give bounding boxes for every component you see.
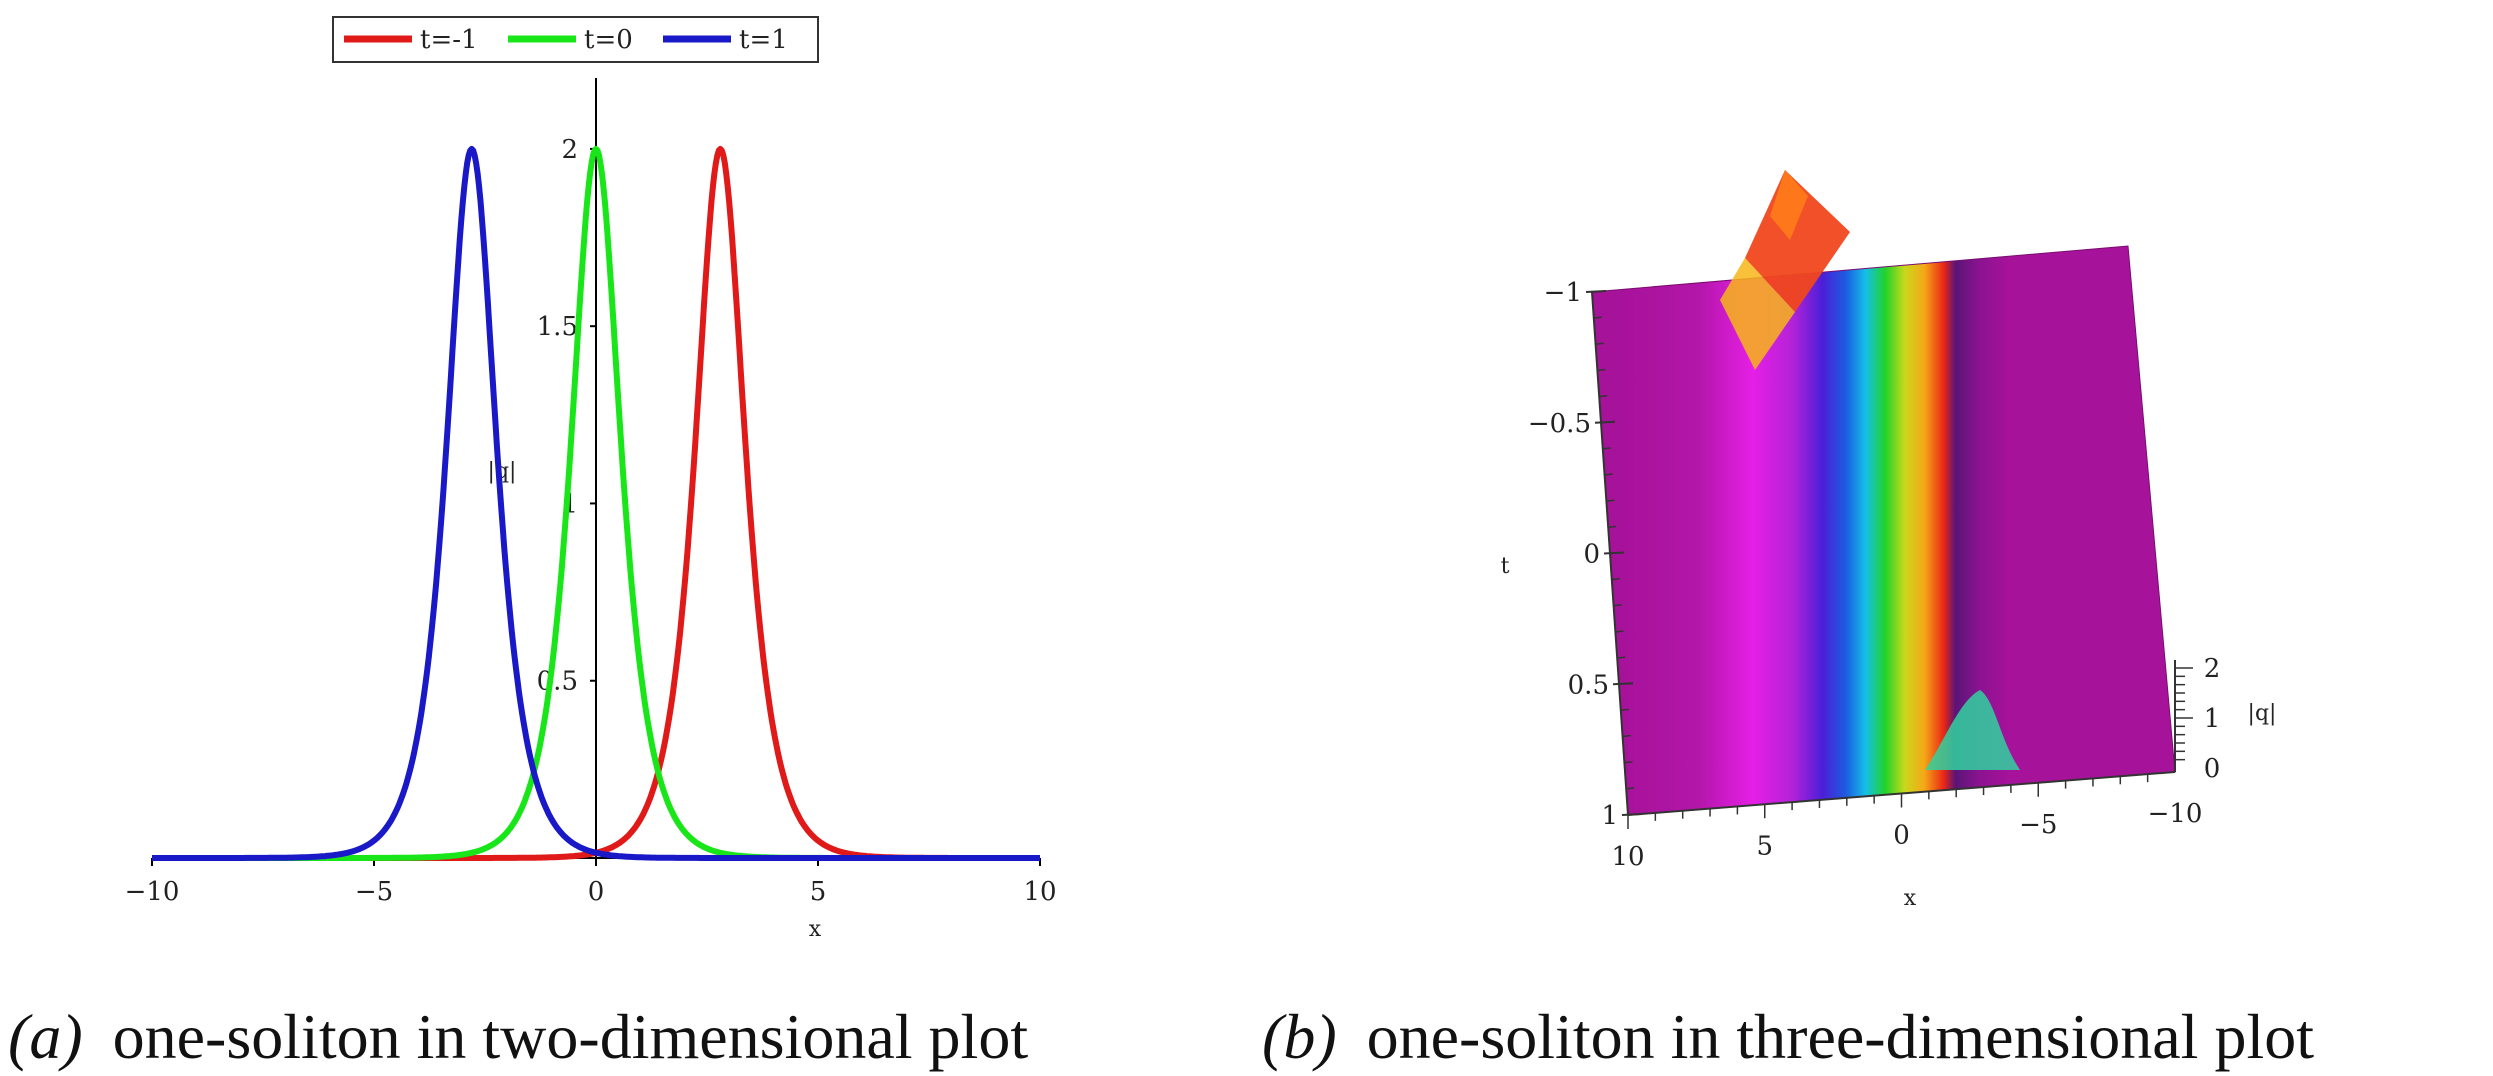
z-tick-label: 2: [2204, 654, 2221, 684]
caption-b-label: (b): [1262, 1001, 1337, 1072]
x3d-tick-label: −10: [2148, 799, 2203, 829]
z-tick-label: 0: [2204, 754, 2221, 784]
t-tick-label: −1: [1544, 278, 1582, 308]
series-group: [150, 145, 1042, 861]
legend-box: [332, 16, 819, 63]
x3d-tick-label: 5: [1756, 831, 1773, 861]
legend-label-t-0: t=0: [584, 25, 633, 55]
series-line-t-1: [150, 145, 1042, 861]
t-tick-label: 1: [1601, 801, 1618, 831]
x-tick-label: −5: [355, 877, 393, 907]
t-minor-tick: [1617, 656, 1626, 659]
t-tick-label: −0.5: [1528, 409, 1591, 439]
z-tick-label: 1: [2204, 704, 2221, 734]
t-minor-tick: [1606, 499, 1615, 502]
y-tick-label: 1.5: [537, 312, 578, 342]
x3d-tick-label: 0: [1893, 821, 1910, 851]
t-tick-mark: [1603, 551, 1625, 555]
t-tick-group: −1 −0.5 0 0.5 1: [1528, 278, 1643, 831]
y-tick-label: 2: [561, 135, 578, 165]
soliton-ridge-shoulder: [1720, 258, 1795, 370]
caption-a-text: one-soliton in two-dimensional plot: [113, 1001, 1029, 1072]
t-minor-tick: [1626, 787, 1635, 790]
caption-a-label: (a): [8, 1001, 83, 1072]
t-tick-label: 0: [1583, 540, 1600, 570]
t-tick-mark: [1621, 813, 1643, 816]
legend-label-t-1: t=1: [739, 25, 788, 55]
t-minor-tick: [1604, 473, 1613, 476]
t-axis-label: t: [1501, 554, 1510, 579]
surface-plane: [1591, 245, 2176, 816]
soliton-ridge-crest: [1745, 170, 1850, 312]
x-axis-label: x: [809, 917, 822, 942]
line-chart-panel: −10 −5 0 5 10 0.511.52 x |q| t=-1 t=0 t=1 (a…: [8, 16, 1057, 1072]
t-minor-tick: [1620, 708, 1629, 712]
legend: t=-1 t=0 t=1: [332, 16, 819, 63]
z-tick-group: 2 1 0: [2175, 654, 2220, 784]
t-minor-tick: [1624, 760, 1633, 764]
x-tick-label: 0: [588, 877, 605, 907]
x3d-axis-label: x: [1904, 886, 1917, 911]
t-tick-mark: [1585, 290, 1607, 293]
t-minor-tick: [1608, 525, 1617, 529]
t-minor-tick: [1611, 577, 1620, 581]
caption-b-text: one-soliton in three-dimensional plot: [1367, 1001, 2315, 1072]
x-tick-label: 10: [1023, 877, 1056, 907]
surface-chart-panel: −1−0.500.51 10 5 0 −5 −10 210 t x |q| (b) on…: [1262, 170, 2314, 1072]
t-tick-mark: [1612, 682, 1634, 686]
x-tick-label: −10: [125, 877, 180, 907]
t-minor-tick: [1602, 447, 1611, 450]
t-minor-tick: [1622, 734, 1631, 738]
t-tick-mark: [1594, 420, 1616, 424]
t-minor-tick: [1593, 316, 1602, 319]
x-tick-label: 5: [810, 877, 827, 907]
x3d-tick-group: 10 5 0 −5 −10: [1611, 774, 2202, 872]
t-minor-tick: [1595, 342, 1604, 346]
x3d-tick-label: 10: [1611, 842, 1644, 872]
t-minor-tick: [1613, 604, 1622, 607]
soliton-tail-bump: [1925, 690, 2020, 770]
t-tick-label: 0.5: [1568, 670, 1609, 700]
x3d-tick-label: −5: [2019, 810, 2057, 840]
legend-label-t-minus-1: t=-1: [420, 25, 478, 55]
y-tick-label: 0.5: [537, 667, 578, 697]
soliton-ridge-highlight: [1770, 170, 1808, 240]
t-minor-tick: [1597, 368, 1606, 372]
x-tick-group: −10 −5 0 5 10: [125, 858, 1057, 907]
t-minor-tick: [1599, 394, 1608, 398]
caption-b: (b) one-soliton in three-dimensional plo…: [1262, 1001, 2314, 1072]
t-minor-tick: [1615, 630, 1624, 633]
z-axis-label: |q|: [2248, 701, 2277, 726]
caption-a: (a) one-soliton in two-dimensional plot: [8, 1001, 1028, 1072]
